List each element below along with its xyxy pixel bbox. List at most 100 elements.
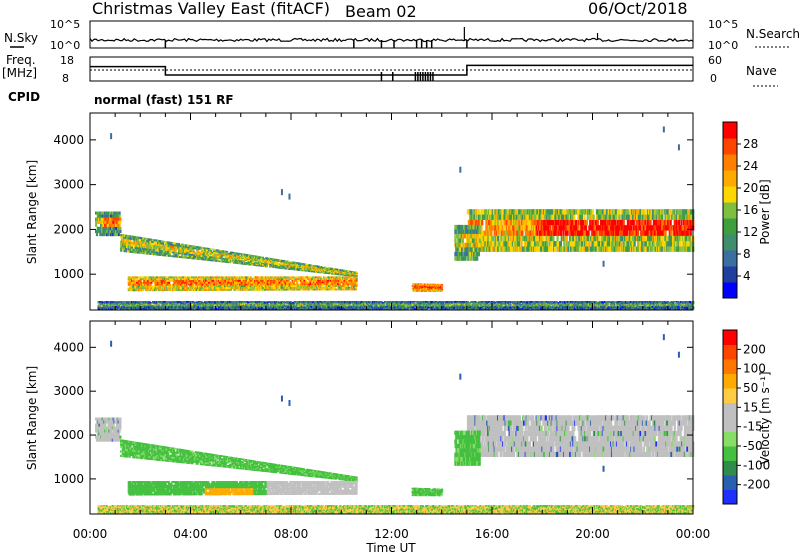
echo-cell (189, 250, 192, 253)
echo-cell (131, 244, 134, 247)
echo-cell (291, 266, 294, 269)
echo-cell (275, 261, 279, 263)
echo-cell (646, 219, 650, 226)
echo-cell (342, 286, 345, 289)
echo-cell (497, 235, 500, 242)
echo-cell (276, 263, 279, 266)
echo-cell (487, 219, 491, 226)
echo-cell (639, 225, 642, 231)
echo-cell (201, 276, 204, 279)
echo-cell (626, 235, 629, 242)
echo-cell (607, 241, 610, 247)
echo-cell (280, 259, 284, 262)
echo-cell (110, 223, 114, 227)
echo-cell (577, 225, 580, 231)
echo-cell (352, 286, 356, 289)
echo-cell (346, 288, 349, 291)
echo-cell (215, 257, 218, 259)
echo-cell (151, 243, 155, 246)
echo-cell (311, 276, 315, 279)
echo-cell (127, 241, 130, 244)
echo-cell (261, 257, 264, 260)
echo-cell (557, 246, 560, 252)
echo-cell (162, 289, 166, 292)
echo-cell (505, 214, 508, 220)
echo-cell (536, 230, 539, 236)
echo-cell (213, 259, 216, 262)
echo-cell (563, 241, 566, 247)
echo-cell (277, 285, 280, 288)
echo-cell (477, 209, 480, 215)
echo-cell (598, 214, 601, 220)
echo-cell (281, 265, 284, 267)
echo-cell (348, 281, 351, 284)
echo-cell (638, 219, 641, 226)
echo-cell (573, 241, 576, 247)
echo-cell (127, 289, 130, 292)
echo-cell (519, 235, 522, 242)
echo-cell (201, 251, 204, 254)
echo-cell (175, 253, 178, 256)
echo-cell (252, 259, 255, 261)
echo-cell (622, 219, 625, 226)
echo-cell (313, 288, 316, 291)
echo-cell (302, 263, 305, 265)
echo-cell (559, 241, 563, 247)
echo-cell (170, 251, 173, 254)
echo-cell (649, 219, 652, 226)
echo-cell (525, 230, 528, 236)
echo-cell (282, 279, 285, 282)
nsky-label: N.Sky (4, 31, 38, 45)
echo-cell (270, 261, 273, 264)
echo-cell (470, 209, 473, 215)
echo-cell (548, 235, 551, 242)
echo-cell (304, 264, 307, 267)
echo-cell (224, 252, 228, 254)
echo-cell (226, 278, 229, 281)
echo-cell (581, 225, 584, 231)
echo-cell (158, 244, 161, 246)
echo-cell (144, 250, 147, 253)
echo-cell (650, 230, 653, 236)
echo-cell (218, 283, 221, 286)
echo-cell (543, 225, 547, 231)
echo-cell (651, 214, 655, 220)
echo-cell (342, 285, 346, 287)
nsearch-label: N.Search (746, 27, 800, 41)
echo-cell (167, 287, 170, 290)
echo-cell (275, 262, 278, 264)
echo-cell (249, 257, 253, 259)
echo-cell (582, 219, 585, 226)
echo-cell (265, 262, 269, 264)
echo-cell (347, 276, 350, 279)
echo-cell (141, 278, 145, 281)
echo-cell (182, 276, 185, 279)
echo-cell (651, 246, 654, 252)
echo-cell (605, 230, 608, 236)
echo-cell (604, 235, 607, 242)
echo-cell (150, 242, 153, 245)
echo-cell (229, 261, 232, 264)
echo-cell (237, 278, 240, 281)
echo-cell (345, 279, 348, 282)
echo-cell (273, 288, 276, 291)
echo-cell (571, 241, 574, 247)
echo-cell (271, 276, 274, 279)
echo-cell (166, 289, 169, 292)
echo-cell (183, 278, 186, 281)
echo-cell (351, 276, 354, 279)
echo-cell (140, 237, 143, 240)
echo-cell (288, 276, 291, 279)
echo-cell (303, 283, 306, 286)
echo-cell (507, 230, 511, 236)
echo-cell (151, 248, 154, 251)
echo-cell (594, 225, 597, 231)
echo-cell (517, 214, 520, 220)
echo-cell (320, 281, 323, 284)
echo-cell (218, 252, 221, 255)
echo-cell (150, 250, 153, 253)
echo-cell (101, 217, 104, 221)
echo-cell (285, 261, 288, 264)
echo-cell (301, 288, 304, 291)
echo-cell (226, 283, 229, 286)
